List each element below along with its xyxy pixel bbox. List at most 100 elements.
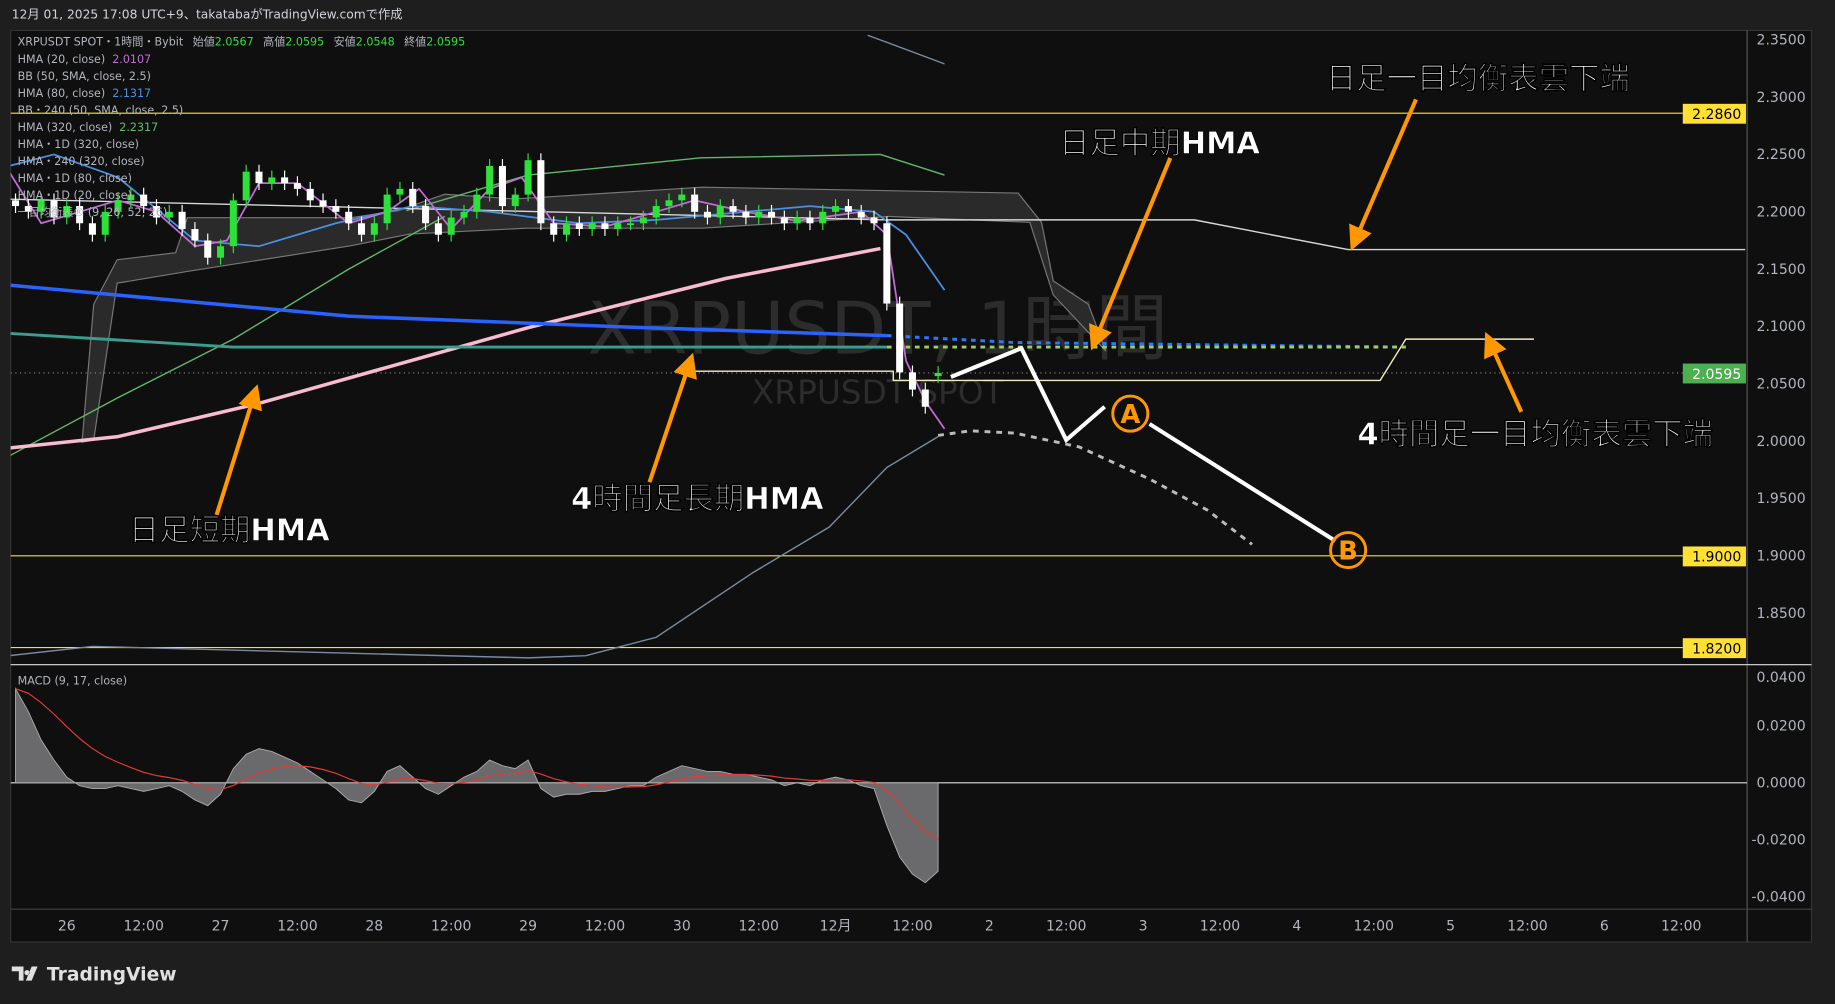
- candle: [114, 193, 122, 219]
- candle-body: [255, 171, 263, 184]
- watermark-subtitle: XRPUSDT SPOT: [752, 374, 1005, 412]
- candle-body: [88, 223, 96, 235]
- price-tick-label: 2.1500: [1757, 262, 1806, 278]
- candle: [229, 193, 237, 254]
- scenario-path: [950, 345, 1107, 444]
- legend-indicator-label: HMA・240 (320, close): [18, 155, 145, 168]
- legend-indicator-row: BB (50, SMA, close, 2.5): [18, 70, 151, 83]
- price-badge-bg: [1682, 103, 1746, 124]
- candle-body: [50, 200, 58, 218]
- candle-body: [921, 389, 929, 407]
- candle: [37, 193, 45, 219]
- price-axis[interactable]: 2.3500 2.3000 2.2500 2.2000 2.1500 2.1000 2.05…: [1682, 32, 1806, 906]
- candle: [562, 216, 571, 242]
- candle-body: [127, 194, 135, 201]
- candle: [498, 159, 506, 213]
- legend-indicator-row: 一目均衡表® (9, 26, 52, 26): [18, 205, 168, 219]
- candle: [255, 164, 263, 191]
- legend-close-value: 2.0595: [426, 36, 465, 49]
- wave-point-label: B: [1338, 536, 1358, 566]
- candle-body: [806, 217, 814, 224]
- time-tick-label: 5: [1446, 918, 1455, 934]
- ichimoku-cloud-1h: [81, 186, 1107, 444]
- header-caption: 12月 01, 2025 17:08 UTC+9、takatabaがTradin…: [12, 7, 403, 22]
- price-tick-label: 1.9500: [1757, 491, 1806, 507]
- price-badge-label: 2.0595: [1692, 367, 1741, 383]
- candle-body: [652, 206, 660, 218]
- candle-body: [76, 206, 84, 224]
- price-tick-label: 2.3500: [1757, 32, 1806, 48]
- series-bb_lower: [10, 215, 446, 456]
- candle-body: [486, 165, 494, 195]
- series-bb240_lower: [10, 435, 939, 659]
- time-tick-label: 12:00: [277, 918, 317, 934]
- legend-indicator-value: 2.1317: [112, 87, 151, 100]
- tradingview-logo[interactable]: TradingView: [11, 965, 177, 986]
- candle: [152, 199, 160, 225]
- candle-body: [691, 194, 699, 212]
- legend-indicator-label: HMA (320, close): [18, 121, 113, 134]
- annotation-label: 日足中期HMA: [1059, 126, 1260, 161]
- candle: [396, 181, 404, 202]
- candle-body: [716, 206, 724, 218]
- candle: [383, 187, 391, 231]
- time-tick-label: 12:00: [431, 918, 471, 934]
- price-badge-bg: [1682, 546, 1746, 567]
- time-tick-label: 12:00: [892, 918, 932, 934]
- candle: [281, 170, 289, 191]
- legend-indicator-label: 一目均衡表® (9, 26, 52, 26): [18, 205, 168, 219]
- macd-pane[interactable]: [10, 686, 1748, 884]
- legend-indicator-label: HMA (20, close): [18, 53, 106, 66]
- price-badge: 2.0595: [1682, 363, 1746, 384]
- candle-body: [665, 200, 673, 207]
- candle-body: [357, 223, 366, 235]
- legend-low-value: 2.0548: [356, 36, 395, 49]
- candle: [268, 170, 276, 191]
- candle-body: [268, 177, 276, 184]
- candle-body: [434, 223, 442, 235]
- candle-body: [114, 200, 122, 212]
- candle-body: [229, 200, 237, 247]
- time-tick-label: 3: [1139, 918, 1148, 934]
- legend-indicator-row: HMA・240 (320, close): [18, 155, 145, 168]
- candle-body: [306, 188, 314, 201]
- candle: [460, 204, 468, 225]
- candle: [217, 239, 225, 265]
- candle: [575, 216, 583, 236]
- time-tick-label: 12:00: [1661, 918, 1701, 934]
- candle-body: [575, 223, 583, 230]
- legend-indicator-row: HMA (80, close) 2.1317: [18, 87, 151, 100]
- price-tick-label: 2.0500: [1757, 376, 1806, 392]
- legend-low-label: 安値: [334, 35, 356, 49]
- wave-point-circle: [1329, 531, 1368, 570]
- candle: [486, 159, 494, 202]
- candle-body: [819, 211, 827, 224]
- candle: [511, 187, 519, 213]
- candle: [319, 193, 327, 213]
- candle-body: [511, 194, 519, 207]
- candle: [768, 204, 776, 225]
- main-pane[interactable]: AB: [9, 34, 1746, 659]
- candle: [742, 204, 750, 225]
- price-badge-label: 1.9000: [1692, 550, 1741, 566]
- wave-point-B: B: [1329, 531, 1368, 570]
- price-tick-label: 2.2500: [1757, 147, 1806, 163]
- time-axis[interactable]: 26 12:00 27 12:00 28 12:00 29 12:00 30 12:00 12月 12…: [58, 918, 1702, 934]
- macd-tick-label: 0.0400: [1757, 670, 1806, 686]
- time-tick-label: 27: [212, 918, 230, 934]
- legend-open-label: 始値: [193, 35, 215, 49]
- time-tick-label: 12月: [820, 918, 852, 934]
- annotation-arrow: [1089, 157, 1173, 351]
- candle-body: [460, 211, 468, 218]
- price-tick-label: 1.8500: [1757, 606, 1806, 622]
- annotation-label: 日足短期HMA: [129, 514, 330, 549]
- price-badge-label: 2.2860: [1692, 107, 1741, 123]
- legend-indicator-label: HMA・1D (320, close): [18, 138, 139, 151]
- candle: [934, 366, 942, 384]
- candle-body: [409, 188, 417, 207]
- candle: [293, 176, 301, 196]
- candle: [908, 365, 916, 397]
- candle: [806, 210, 814, 231]
- candle: [678, 187, 686, 208]
